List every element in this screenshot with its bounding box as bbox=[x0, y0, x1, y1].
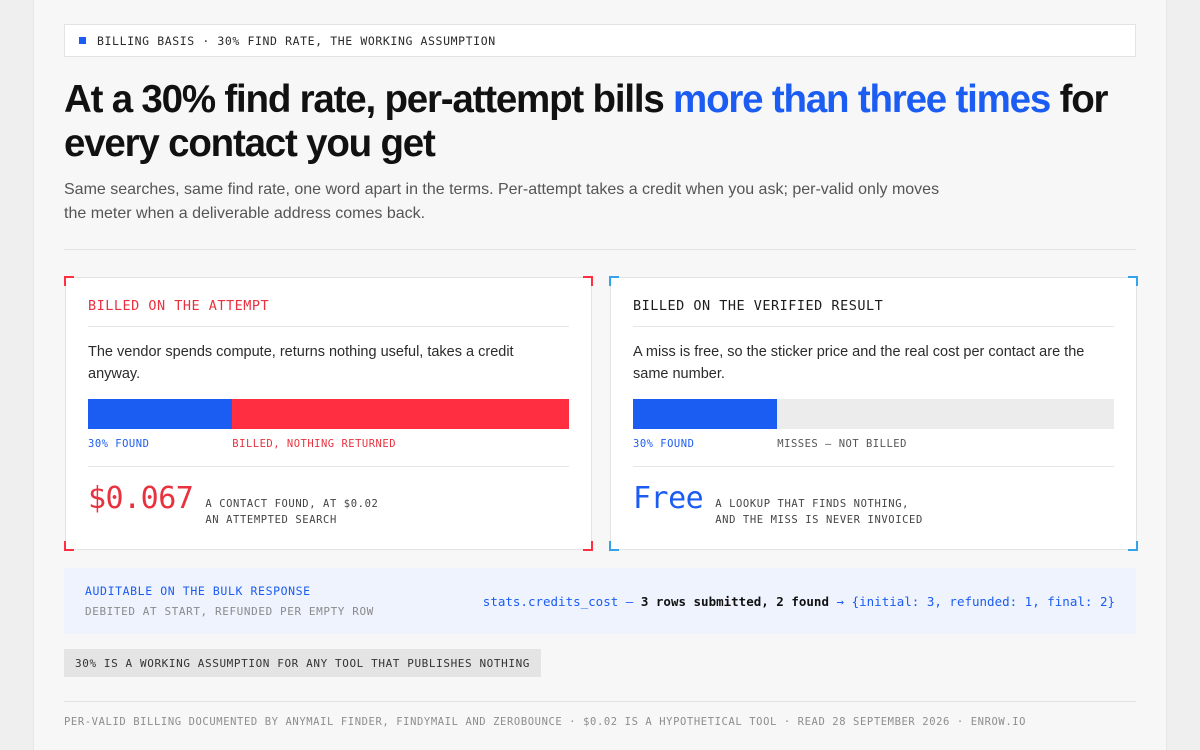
footer-note: PER-VALID BILLING DOCUMENTED BY ANYMAIL … bbox=[64, 716, 1027, 728]
audit-subtitle: DEBITED AT START, REFUNDED PER EMPTY ROW bbox=[85, 605, 374, 618]
found-segment bbox=[88, 399, 233, 429]
code-description: 3 rows submitted, 2 found bbox=[640, 593, 829, 609]
audit-code-sample: stats.credits_cost — 3 rows submitted, 2… bbox=[483, 594, 1115, 609]
misses-segment bbox=[777, 399, 1114, 429]
title-tail: for every contact you get bbox=[64, 78, 1108, 165]
corner-mark bbox=[64, 541, 74, 551]
price-note: A CONTACT FOUND, AT $0.02 AN ATTEMPTED S… bbox=[205, 496, 378, 528]
billed-segment bbox=[232, 399, 569, 429]
price-note-line: AND THE MISS IS NEVER INVOICED bbox=[715, 514, 923, 526]
found-label: 30% FOUND bbox=[88, 438, 150, 450]
lede-paragraph: Same searches, same find rate, one word … bbox=[64, 181, 940, 222]
corner-mark bbox=[583, 541, 593, 551]
divider bbox=[64, 249, 1136, 250]
page-title: At a 30% find rate, per-attempt bills mo… bbox=[64, 78, 1144, 166]
code-key: stats.credits_cost — bbox=[482, 593, 634, 609]
divider bbox=[64, 701, 1136, 702]
price-note-line: A CONTACT FOUND, AT $0.02 bbox=[205, 498, 379, 510]
title-lead: At a 30% find rate, per-attempt bills bbox=[64, 78, 674, 121]
code-value: {initial: 3, refunded: 1, final: 2} bbox=[851, 593, 1115, 609]
bar-labels: 30% FOUND MISSES — NOT BILLED bbox=[633, 438, 1114, 458]
corner-mark bbox=[1128, 541, 1138, 551]
price-note-line: AN ATTEMPTED SEARCH bbox=[205, 514, 337, 526]
price-note: A LOOKUP THAT FINDS NOTHING, AND THE MIS… bbox=[715, 496, 923, 528]
title-highlight: more than three times bbox=[673, 78, 1051, 121]
corner-mark bbox=[1128, 276, 1138, 286]
found-label: 30% FOUND bbox=[633, 438, 695, 450]
arrow-icon: → bbox=[836, 593, 845, 609]
card-description: The vendor spends compute, returns nothi… bbox=[88, 344, 514, 382]
price-value: Free bbox=[633, 481, 704, 516]
found-segment bbox=[633, 399, 778, 429]
page-sheet: BILLING BASIS · 30% FIND RATE, THE WORKI… bbox=[33, 0, 1167, 750]
audit-panel: AUDITABLE ON THE BULK RESPONSE DEBITED A… bbox=[64, 568, 1136, 634]
corner-mark bbox=[64, 276, 74, 286]
price-note-line: A LOOKUP THAT FINDS NOTHING, bbox=[715, 498, 910, 510]
misses-label: MISSES — NOT BILLED bbox=[777, 438, 907, 450]
card-title: BILLED ON THE ATTEMPT bbox=[88, 298, 569, 327]
eyebrow-text: BILLING BASIS · 30% FIND RATE, THE WORKI… bbox=[97, 33, 496, 48]
find-rate-bar bbox=[88, 399, 569, 429]
card-billed-on-verified: BILLED ON THE VERIFIED RESULT A miss is … bbox=[609, 276, 1138, 551]
card-description: A miss is free, so the sticker price and… bbox=[633, 344, 1085, 382]
billed-label: BILLED, NOTHING RETURNED bbox=[232, 438, 397, 450]
card-billed-on-attempt: BILLED ON THE ATTEMPT The vendor spends … bbox=[64, 276, 593, 551]
square-bullet-icon bbox=[79, 37, 86, 44]
result-row: $0.067 A CONTACT FOUND, AT $0.02 AN ATTE… bbox=[88, 466, 569, 528]
corner-mark bbox=[609, 276, 619, 286]
assumption-badge: 30% IS A WORKING ASSUMPTION FOR ANY TOOL… bbox=[64, 649, 542, 677]
audit-text: AUDITABLE ON THE BULK RESPONSE DEBITED A… bbox=[85, 584, 374, 618]
price-value: $0.067 bbox=[88, 481, 194, 516]
result-row: Free A LOOKUP THAT FINDS NOTHING, AND TH… bbox=[633, 466, 1114, 528]
eyebrow-label: BILLING BASIS · 30% FIND RATE, THE WORKI… bbox=[64, 24, 1136, 57]
find-rate-bar bbox=[633, 399, 1114, 429]
bar-labels: 30% FOUND BILLED, NOTHING RETURNED bbox=[88, 438, 569, 458]
corner-mark bbox=[609, 541, 619, 551]
corner-mark bbox=[583, 276, 593, 286]
card-title: BILLED ON THE VERIFIED RESULT bbox=[633, 298, 1114, 327]
audit-title: AUDITABLE ON THE BULK RESPONSE bbox=[85, 584, 311, 598]
